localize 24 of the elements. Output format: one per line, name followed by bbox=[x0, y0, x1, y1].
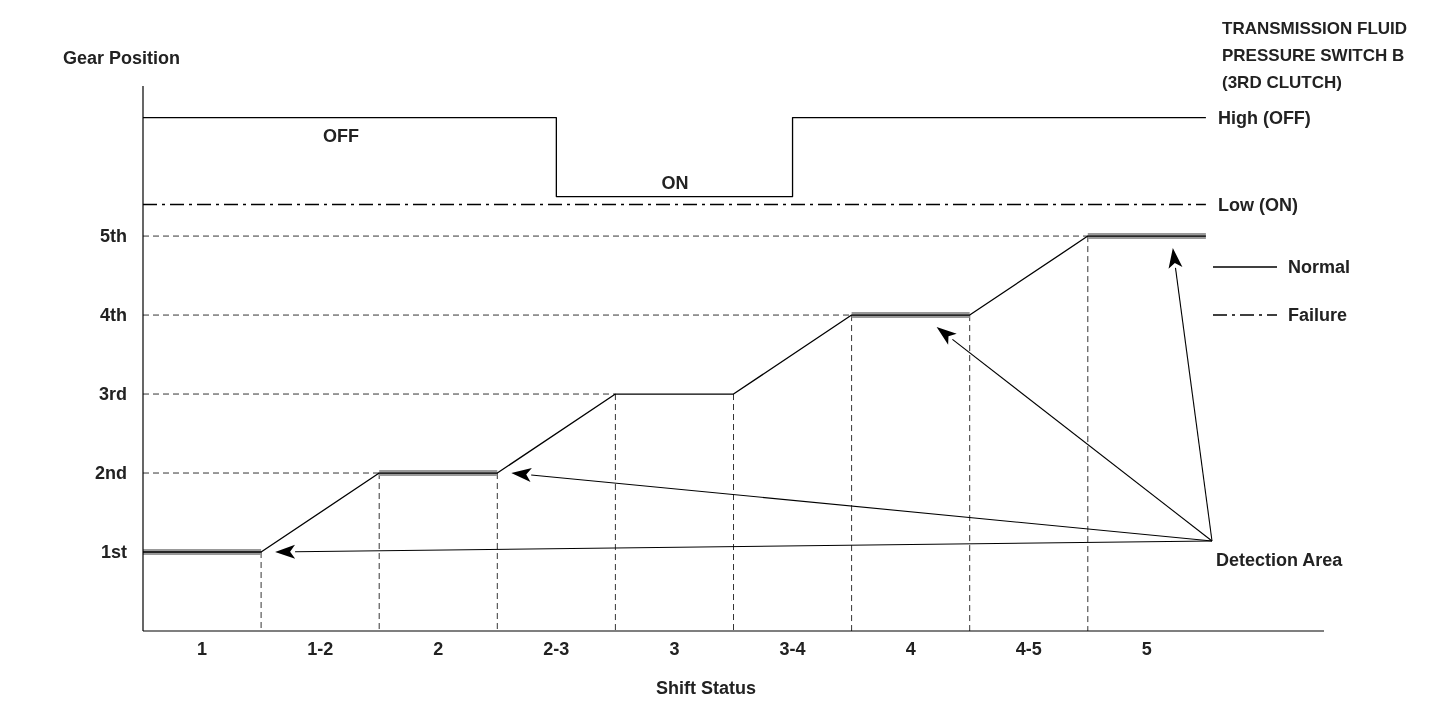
y-tick-label: 1st bbox=[100, 542, 128, 563]
x-tick-label: 5 bbox=[1141, 639, 1152, 659]
x-tick-label: 2 bbox=[433, 639, 444, 659]
x-tick-label: 4 bbox=[905, 639, 916, 659]
annotation: Detection Area bbox=[1216, 550, 1344, 571]
y-tick-label: 5th bbox=[100, 226, 127, 247]
legend-label: Failure bbox=[1288, 305, 1348, 326]
x-axis-title: Shift Status bbox=[655, 678, 757, 698]
x-tick-label: 2-3 bbox=[543, 639, 570, 659]
legend-label: Normal bbox=[1288, 257, 1351, 278]
chart-title: TRANSMISSION FLUID PRESSURE SWITCH B (3RD CLUTCH) bbox=[1222, 19, 1408, 92]
y-tick-label: 4th bbox=[100, 305, 127, 326]
x-tick-label: 3 bbox=[669, 639, 680, 659]
y-axis-title: Gear Position bbox=[63, 48, 181, 68]
x-tick-label: 1 bbox=[197, 639, 208, 659]
annotation: OFF bbox=[323, 126, 359, 147]
x-tick-label: 1-2 bbox=[307, 639, 334, 659]
x-tick-label: 4-5 bbox=[1015, 639, 1042, 659]
y-tick-label: 2nd bbox=[94, 463, 127, 484]
y-tick-label: 3rd bbox=[98, 384, 127, 405]
annotation: Low (ON) bbox=[1217, 194, 1298, 215]
x-tick-label: 3-4 bbox=[779, 639, 806, 659]
annotation: High (OFF) bbox=[1217, 107, 1311, 128]
annotation: ON bbox=[661, 173, 689, 194]
